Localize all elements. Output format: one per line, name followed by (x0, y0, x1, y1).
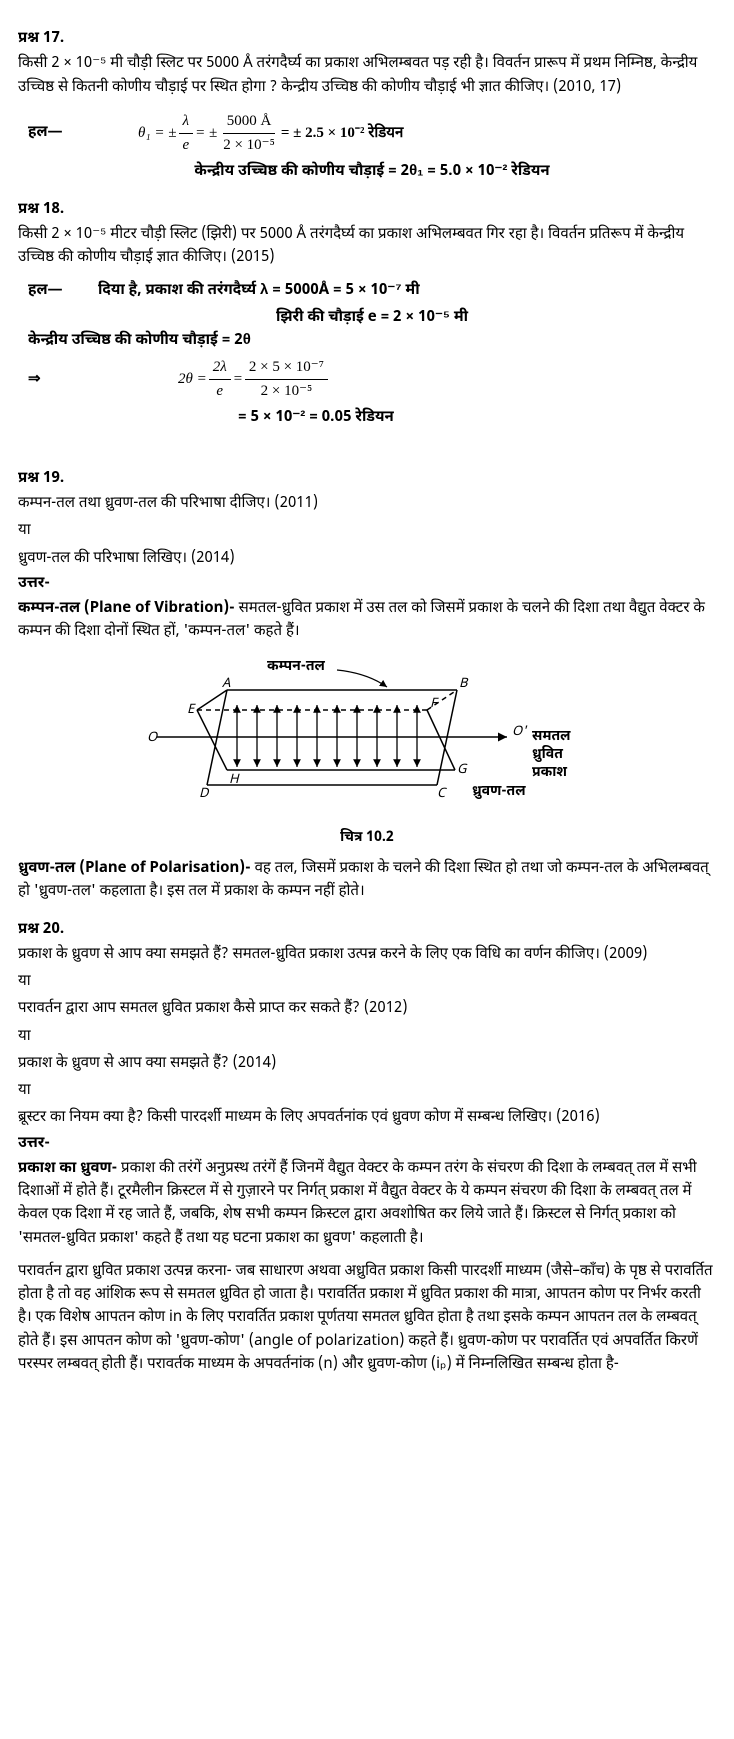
q18-arrow: ⇒ (28, 368, 58, 391)
q20-l2: परावर्तन द्वारा आप समतल ध्रुवित प्रकाश क… (18, 998, 716, 1021)
q17-text: किसी 2 × 10⁻⁵ मी चौड़ी स्लिट पर 5000 Å त… (18, 53, 716, 100)
q18-f1: 2λ e (209, 356, 231, 404)
fig-samtal: समतल (532, 727, 571, 746)
q20-or1: या (18, 971, 716, 994)
q20-p1: प्रकाश का ध्रुवण- प्रकाश की तरंगें अनुप्… (18, 1158, 716, 1251)
q19-header: प्रश्न 19. (18, 468, 716, 491)
q18-eq: = (233, 368, 243, 391)
q20-header: प्रश्न 20. (18, 919, 716, 942)
q17-frac1: λ e (178, 110, 193, 158)
q17-result: = ± 2.5 × 10⁻² रेडियन (281, 122, 403, 145)
q18-given: दिया है, प्रकाश की तरंगदैर्घ्य λ = 5000Å… (98, 280, 420, 303)
q18-result: = 5 × 10⁻² = 0.05 रेडियन (238, 407, 716, 430)
fig-b: B (459, 676, 469, 693)
frac-num: 2λ (209, 356, 231, 380)
fig-e: E (187, 702, 196, 719)
q17-frac2: 5000 Å 2 × 10⁻⁵ (219, 110, 279, 158)
q19-l2: ध्रुवण-तल की परिभाषा लिखिए। (2014) (18, 548, 716, 571)
fig-c: C (437, 786, 448, 803)
frac-num: λ (179, 110, 194, 134)
q20-or3: या (18, 1080, 716, 1103)
q18-central: केन्द्रीय उच्चिष्ठ की कोणीय चौड़ाई = 2θ (28, 330, 716, 353)
fig-h: H (229, 772, 240, 789)
q18-lhs: 2θ = (178, 368, 207, 391)
q18-text: किसी 2 × 10⁻⁵ मीटर चौड़ी स्लिट (झिरी) पर… (18, 224, 716, 271)
q19-l1: कम्पन-तल तथा ध्रुवण-तल की परिभाषा दीजिए।… (18, 493, 716, 516)
diagram-svg: कम्पन-तल A B E F O O' H G D C समतल ध्रुव… (137, 655, 597, 825)
frac-den: e (212, 380, 227, 403)
frac-den: 2 × 10⁻⁵ (257, 380, 317, 403)
q17-eq1: = ± (195, 122, 217, 145)
q20-p1-head: प्रकाश का ध्रुवण- (18, 1160, 121, 1179)
q18-solution: हल— दिया है, प्रकाश की तरंगदैर्घ्य λ = 5… (28, 280, 716, 430)
q19-or1: या (18, 520, 716, 543)
q17-header: प्रश्न 17. (18, 28, 716, 51)
fig-d: D (199, 786, 210, 803)
q19-def2: ध्रुवण-तल (Plane of Polarisation)- वह तल… (18, 858, 716, 905)
frac-num: 2 × 5 × 10⁻⁷ (245, 356, 328, 380)
frac-den: e (178, 134, 193, 157)
figure-caption: चित्र 10.2 (137, 827, 597, 849)
q18-sol-label: हल— (28, 280, 98, 303)
fig-prakash: प्रकाश (532, 763, 567, 782)
fig-dhruvit: ध्रुवित (532, 745, 563, 764)
fig-dhruvan: ध्रुवण-तल (472, 782, 526, 801)
q17-sol-label: हल— (28, 122, 98, 145)
fig-o: O (147, 730, 158, 747)
q17-theta: θ₁ = ± (138, 122, 176, 145)
q20-p2: परावर्तन द्वारा ध्रुवित प्रकाश उत्पन्न क… (18, 1261, 716, 1377)
figure-10-2: कम्पन-तल A B E F O O' H G D C समतल ध्रुव… (137, 655, 597, 849)
fig-a: A (222, 676, 231, 693)
q18-header: प्रश्न 18. (18, 199, 716, 222)
frac-num: 5000 Å (223, 110, 276, 134)
q20-l3: प्रकाश के ध्रुवण से आप क्या समझते हैं? (… (18, 1053, 716, 1076)
q20-l4: ब्रूस्टर का नियम क्या है? किसी पारदर्शी … (18, 1107, 716, 1130)
q19-def2-head: ध्रुवण-तल (Plane of Polarisation)- (18, 860, 255, 879)
q19-def1: कम्पन-तल (Plane of Vibration)- समतल-ध्रु… (18, 598, 716, 645)
q20-l1: प्रकाश के ध्रुवण से आप क्या समझते हैं? स… (18, 944, 716, 967)
fig-kampan: कम्पन-तल (267, 657, 326, 676)
q18-f2: 2 × 5 × 10⁻⁷ 2 × 10⁻⁵ (245, 356, 328, 404)
q20-ans-label: उत्तर- (18, 1133, 716, 1156)
q18-slit: झिरी की चौड़ाई e = 2 × 10⁻⁵ मी (28, 307, 716, 330)
q19-def1-head: कम्पन-तल (Plane of Vibration)- (18, 600, 239, 619)
frac-den: 2 × 10⁻⁵ (219, 134, 279, 157)
fig-f: F (430, 696, 439, 713)
fig-g: G (457, 762, 468, 779)
q17-solution: हल— θ₁ = ± λ e = ± 5000 Å 2 × 10⁻⁵ = ± 2… (28, 110, 716, 185)
q19-ans-label: उत्तर- (18, 573, 716, 596)
fig-op: O' (512, 724, 528, 741)
q20-or2: या (18, 1026, 716, 1049)
q17-line2: केन्द्रीय उच्चिष्ठ की कोणीय चौड़ाई = 2θ₁… (28, 161, 716, 184)
